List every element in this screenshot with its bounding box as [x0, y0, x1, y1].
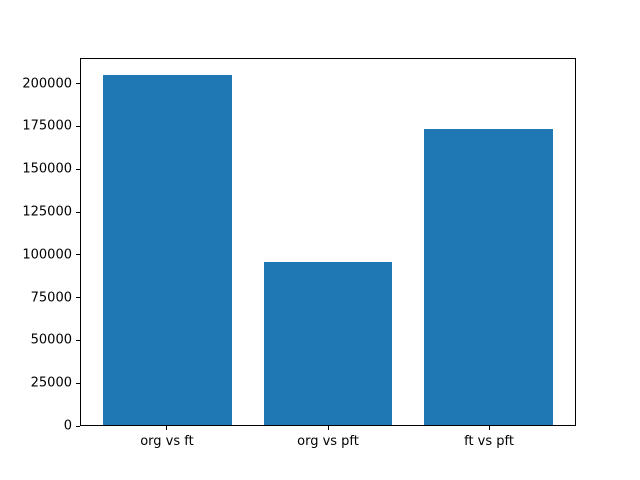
x-tick-mark [166, 426, 168, 430]
y-tick-label: 0 [63, 418, 72, 434]
y-tick-mark [76, 425, 80, 427]
y-tick-label: 150000 [22, 161, 72, 177]
y-tick-mark [76, 254, 80, 256]
bar-ft-vs-pft [424, 129, 553, 425]
bar-org-vs-ft [103, 75, 232, 425]
x-tick-label: org vs ft [140, 434, 194, 449]
y-tick-label: 175000 [22, 118, 72, 134]
x-tick-label: org vs pft [297, 434, 359, 449]
bars-container [81, 59, 575, 425]
y-tick-mark [76, 83, 80, 85]
y-tick-label: 100000 [22, 247, 72, 263]
y-tick-mark [76, 211, 80, 213]
x-tick-mark [327, 426, 329, 430]
plot-area [80, 58, 576, 426]
x-tick-mark [488, 426, 490, 430]
y-tick-label: 75000 [30, 290, 72, 306]
y-tick-mark [76, 382, 80, 384]
y-tick-mark [76, 297, 80, 299]
y-tick-mark [76, 125, 80, 127]
bar-org-vs-pft [263, 262, 393, 425]
y-tick-mark [76, 339, 80, 341]
y-tick-label: 125000 [22, 204, 72, 220]
y-tick-label: 200000 [22, 76, 72, 92]
y-tick-label: 25000 [30, 375, 72, 391]
y-tick-label: 50000 [30, 332, 72, 348]
x-tick-label: ft vs pft [464, 434, 514, 449]
y-tick-mark [76, 168, 80, 170]
